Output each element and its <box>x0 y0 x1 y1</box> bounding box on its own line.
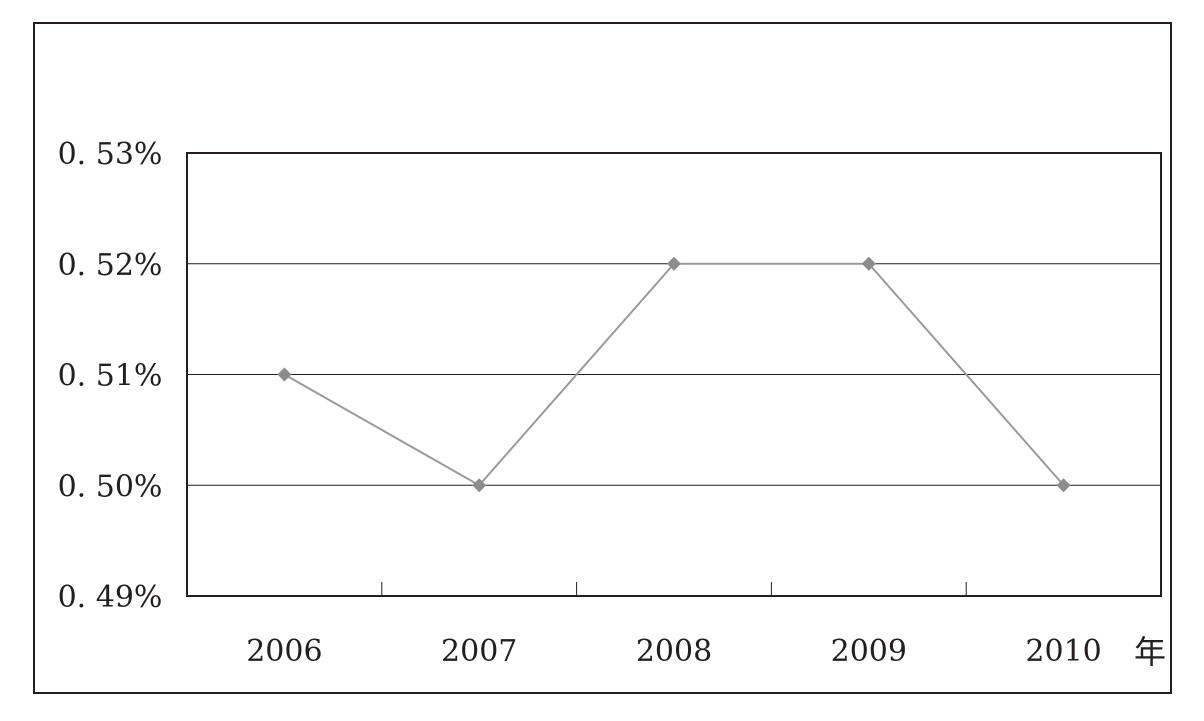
y-tick-label-1: 0. 50% <box>58 469 163 504</box>
x-tick-label-2006: 2006 <box>246 634 322 669</box>
data-point-2009 <box>861 256 876 271</box>
x-tick-label-2008: 2008 <box>636 634 712 669</box>
gridlines <box>187 263 1161 486</box>
chart-frame <box>33 22 1172 694</box>
plot-area <box>186 152 1162 597</box>
data-point-2008 <box>667 256 681 271</box>
y-axis-tick-labels: 0. 49% 0. 50% 0. 51% 0. 52% 0. 53% <box>58 137 163 615</box>
x-tick-label-2010: 2010 <box>1025 634 1101 669</box>
y-tick-label-0: 0. 49% <box>58 580 163 615</box>
x-tick-label-2009: 2009 <box>831 634 907 669</box>
x-axis-unit-label: 年 <box>1134 633 1166 671</box>
x-axis-ticks <box>381 582 967 596</box>
data-point-2006 <box>277 367 292 382</box>
x-axis-tick-labels: 2006 2007 2008 2009 2010 <box>246 634 1102 669</box>
series-layer <box>277 256 1071 493</box>
y-tick-label-2: 0. 51% <box>58 359 163 394</box>
data-point-2007 <box>472 478 487 493</box>
x-tick-label-2007: 2007 <box>441 634 517 669</box>
y-tick-label-4: 0. 53% <box>58 137 163 172</box>
data-point-2010 <box>1056 478 1071 493</box>
y-tick-label-3: 0. 52% <box>58 248 163 283</box>
